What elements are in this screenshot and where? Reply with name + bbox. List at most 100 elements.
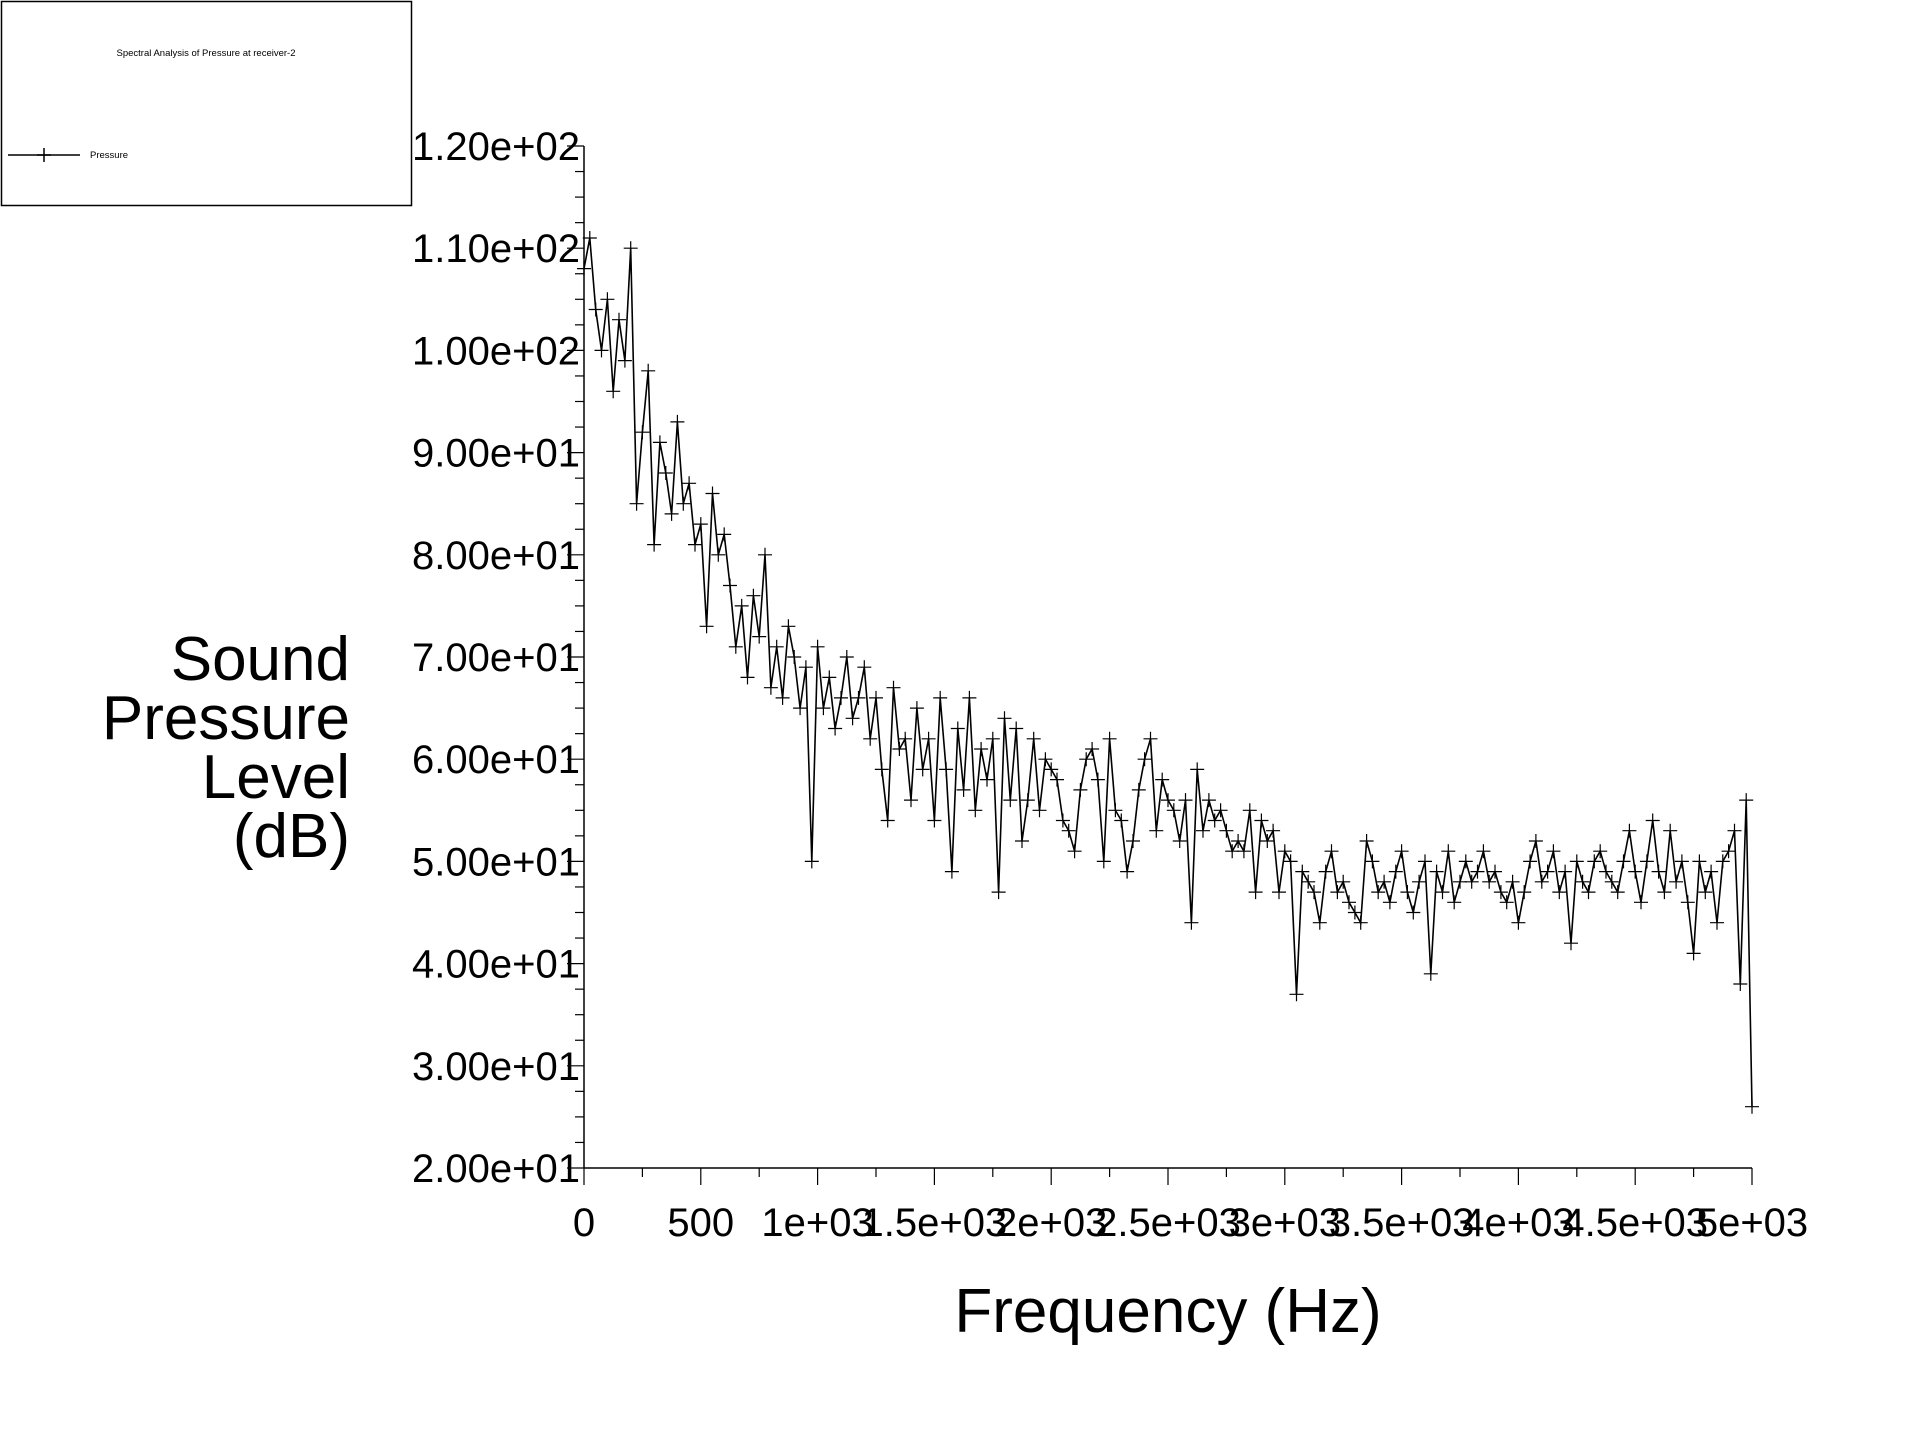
y-axis-label-line-3: Level [202, 743, 350, 812]
data-point [1581, 885, 1596, 900]
data-point [658, 466, 673, 480]
data-point [1067, 844, 1082, 859]
data-point [582, 231, 597, 245]
data-point [723, 578, 737, 593]
data-point [740, 670, 755, 685]
data-point [1236, 844, 1251, 859]
data-point [1523, 854, 1538, 869]
y-axis-label-line-2: Pressure [102, 684, 350, 753]
data-point [1254, 813, 1269, 828]
data-point [892, 742, 907, 756]
data-point [711, 547, 726, 562]
data-point [1528, 834, 1543, 848]
data-point [1394, 844, 1409, 859]
data-point [1412, 874, 1427, 889]
data-point [1453, 874, 1467, 889]
data-point [1418, 854, 1432, 869]
data-point [974, 742, 989, 756]
data-point [734, 598, 749, 613]
data-point [1493, 885, 1508, 900]
data-point [1599, 864, 1613, 879]
x-tick-label: 1.5e+03 [862, 1201, 1008, 1245]
data-point [857, 660, 872, 675]
data-point [635, 425, 650, 440]
data-point [898, 731, 913, 746]
x-tick-label: 4e+03 [1462, 1201, 1574, 1245]
data-point [1079, 752, 1094, 767]
data-point [1482, 874, 1497, 889]
x-tick-labels: 0 500 1e+031.5e+032e+032.5e+033e+033.5e+03… [573, 1201, 1808, 1245]
data-point [688, 537, 702, 552]
y-tick-label: 4.00e+01 [412, 943, 580, 987]
data-point [1201, 793, 1216, 808]
data-point [1499, 895, 1514, 910]
x-tick-label: 3e+03 [1229, 1201, 1341, 1245]
y-tick-label: 9.00e+01 [412, 432, 580, 476]
y-tick-label: 2.00e+01 [412, 1147, 580, 1191]
data-point [1166, 803, 1181, 818]
data-point [1330, 885, 1345, 900]
data-point [1283, 854, 1298, 869]
data-point [705, 486, 720, 501]
data-point [717, 527, 732, 542]
data-point [1359, 834, 1374, 848]
data-point [1061, 823, 1076, 838]
data-point [1464, 874, 1479, 889]
data-point [1172, 834, 1187, 848]
data-point [1108, 803, 1123, 818]
axes [583, 146, 1752, 1169]
data-point [1318, 864, 1333, 879]
data-point [746, 588, 761, 603]
x-tick-label: 0 [573, 1201, 595, 1245]
data-point [1324, 844, 1339, 859]
data-point [845, 711, 860, 726]
series-line [583, 237, 1753, 1107]
data-point [869, 690, 883, 705]
data-point [1120, 864, 1135, 879]
data-point [1050, 772, 1064, 787]
data-point [927, 813, 942, 828]
data-point [1733, 977, 1748, 991]
data-point [1102, 731, 1117, 746]
data-point [1307, 885, 1321, 900]
data-point [1353, 915, 1368, 930]
data-point [1026, 731, 1041, 746]
data-point [629, 496, 644, 511]
data-point [1388, 864, 1403, 879]
data-point [1663, 823, 1678, 838]
data-point [1114, 813, 1129, 828]
data-point [839, 650, 854, 664]
data-point [1400, 885, 1415, 900]
data-point [763, 680, 778, 695]
data-point [816, 701, 831, 716]
y-tick-label: 1.20e+02 [412, 125, 580, 169]
data-point [1155, 772, 1170, 787]
data-point [804, 854, 819, 869]
data-point [962, 690, 977, 705]
data-point [577, 261, 591, 276]
data-point [1564, 936, 1578, 951]
data-point [921, 731, 936, 746]
data-point [1242, 803, 1257, 818]
data-point [1447, 895, 1462, 910]
data-point [1015, 834, 1029, 848]
data-point [1686, 946, 1701, 961]
data-point [968, 803, 983, 818]
data-point [600, 292, 615, 307]
data-point [944, 864, 959, 879]
data-point [623, 241, 638, 256]
y-axis-label-line-1: Sound [171, 625, 350, 694]
y-axis-label: Sound Pressure Level (dB) [102, 625, 350, 871]
data-point [758, 547, 772, 562]
data-point [1488, 864, 1502, 879]
data-point [1569, 854, 1584, 869]
data-point [1190, 762, 1205, 777]
legend: Spectral Analysis of Pressure at receive… [0, 0, 413, 207]
data-point [1674, 854, 1689, 869]
data-point [682, 476, 697, 491]
data-point [676, 496, 691, 511]
data-point [594, 343, 609, 358]
data-point [880, 813, 895, 828]
data-point [728, 639, 743, 654]
data-point [1505, 874, 1520, 889]
